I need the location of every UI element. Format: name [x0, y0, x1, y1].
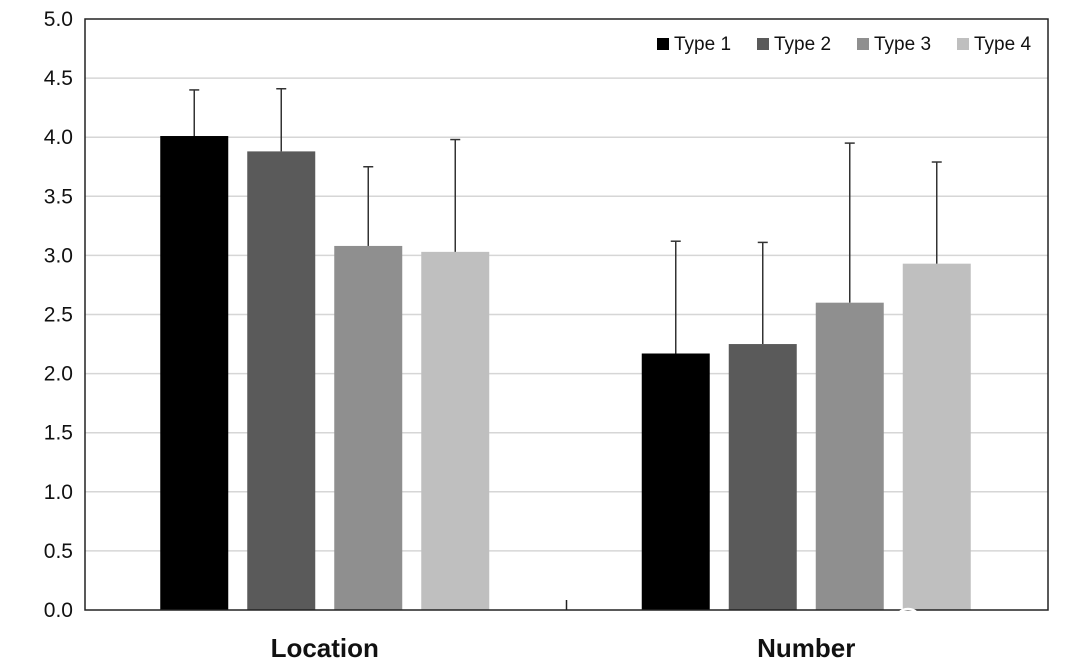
y-tick-label: 1.0: [44, 481, 73, 504]
y-tick-label: 2.5: [44, 304, 73, 327]
x-axis-categories: Location Number: [271, 633, 856, 663]
legend-swatch: [757, 38, 769, 50]
bar: [334, 245, 403, 610]
bar: [728, 344, 797, 610]
legend-swatch: [657, 38, 669, 50]
y-tick-label: 1.5: [44, 422, 73, 445]
y-tick-label: 4.5: [44, 67, 73, 90]
legend-swatch: [957, 38, 969, 50]
watermark: 脊柱鉴查: [893, 607, 1033, 641]
y-tick-label: 3.5: [44, 185, 73, 208]
legend-label: Type 4: [974, 34, 1031, 55]
y-tick-label: 5.0: [44, 8, 73, 31]
bar: [421, 251, 490, 610]
y-axis-ticks: 0.0 0.5 1.0 1.5 2.0 2.5 3.0 3.5 4.0 4.5 5.0: [44, 8, 73, 622]
bar: [815, 302, 884, 610]
y-tick-label: 2.0: [44, 363, 73, 386]
bar: [160, 136, 229, 610]
x-category-label: Location: [271, 633, 379, 663]
bar: [902, 263, 971, 610]
bar: [247, 151, 316, 610]
legend: Type 1 Type 2 Type 3 Type 4: [657, 34, 1031, 55]
bar: [641, 353, 710, 610]
legend-label: Type 1: [674, 34, 731, 55]
y-tick-label: 0.5: [44, 540, 73, 563]
bars: [160, 136, 971, 610]
x-category-label: Number: [757, 633, 855, 663]
legend-label: Type 2: [774, 34, 831, 55]
error-bars: [189, 87, 942, 354]
legend-label: Type 3: [874, 34, 931, 55]
watermark-text: 脊柱鉴查: [937, 610, 1033, 638]
gridlines: [85, 77, 1048, 552]
y-tick-label: 3.0: [44, 244, 73, 267]
y-tick-label: 4.0: [44, 126, 73, 149]
y-tick-label: 0.0: [44, 599, 73, 622]
legend-swatch: [857, 38, 869, 50]
wechat-icon-bubble: [911, 619, 933, 641]
axes: [84, 18, 1049, 611]
